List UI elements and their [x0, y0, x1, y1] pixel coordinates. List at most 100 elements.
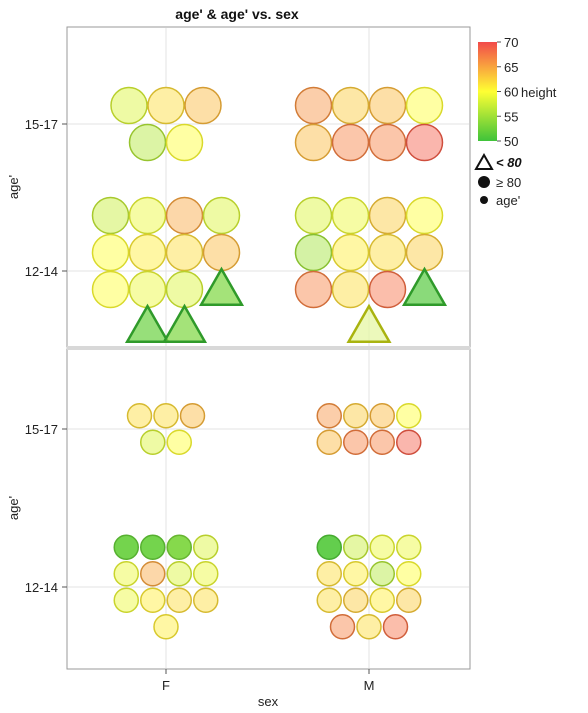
circle-point [184, 86, 222, 125]
circle-point [343, 403, 369, 429]
circle-point [396, 403, 422, 429]
circle-point [165, 196, 204, 235]
y-tick-label-top-12-14: 12-14 [25, 264, 58, 279]
circle-point [294, 233, 333, 272]
triangle-point [346, 303, 392, 344]
circle-point [316, 403, 342, 429]
y-axis-label-bottom: age' [6, 496, 21, 520]
y-tick-label-bottom-15-17: 15-17 [25, 422, 58, 437]
panel-divider [67, 346, 470, 350]
circle-point [331, 123, 370, 162]
circle-point [405, 233, 444, 272]
circle-point [316, 534, 342, 560]
circle-point [316, 587, 342, 613]
circle-point [113, 561, 139, 587]
circle-point [331, 233, 370, 272]
color-scale-bar [478, 42, 497, 141]
circle-point [331, 196, 370, 235]
circle-point [294, 196, 333, 235]
shape-legend-label-dot: age' [496, 193, 520, 208]
circle-point [166, 534, 192, 560]
y-tick-label-bottom-12-14: 12-14 [25, 580, 58, 595]
x-tick-label-M: M [364, 678, 375, 693]
circle-point [405, 86, 444, 125]
circle-point [110, 86, 148, 125]
circle-point [166, 561, 192, 587]
circle-point [343, 587, 369, 613]
circle-point [316, 561, 342, 587]
circle-point [294, 86, 333, 125]
circle-point [405, 196, 444, 235]
circle-point [369, 534, 395, 560]
circle-point [166, 587, 192, 613]
circle-point [128, 123, 167, 162]
circle-point [165, 123, 204, 162]
circle-point [91, 196, 130, 235]
circle-point [128, 270, 167, 309]
circle-point [140, 534, 166, 560]
circle-point [153, 403, 179, 429]
circle-point [165, 233, 204, 272]
circle-point [396, 587, 422, 613]
triangle-point [198, 266, 245, 307]
circle-point [91, 233, 130, 272]
color-scale-tick-label: 60 [504, 85, 518, 100]
circle-point [329, 614, 356, 640]
x-axis-label: sex [258, 694, 279, 709]
circle-point [193, 561, 219, 587]
shape-legend-label-triangle: < 80 [496, 155, 522, 170]
bottom-plot-frame [66, 348, 471, 670]
color-scale-ticks: 50 55 60 65 70 [497, 35, 518, 149]
circle-point [165, 270, 204, 309]
circle-point [396, 534, 422, 560]
circle-point [331, 86, 370, 125]
circle-point [369, 429, 395, 455]
circle-point [369, 561, 395, 587]
circle-point [113, 587, 139, 613]
circle-point [202, 233, 241, 272]
circle-point [356, 614, 382, 640]
circle-point [193, 534, 219, 560]
circle-point [113, 534, 139, 560]
circle-point [368, 196, 407, 235]
color-scale-tick-label: 50 [504, 134, 518, 149]
circle-point [126, 403, 153, 429]
circle-point [294, 123, 333, 162]
circle-point [193, 587, 219, 613]
color-scale-tick-label: 70 [504, 35, 518, 50]
circle-point [140, 429, 166, 455]
y-axis-label-top: age' [6, 175, 21, 199]
circle-point [368, 233, 407, 272]
chart-title: age' & age' vs. sex [175, 6, 299, 22]
circle-point [316, 429, 342, 455]
circle-point [396, 429, 422, 455]
circle-point [147, 86, 185, 125]
color-legend-title: height [521, 85, 557, 100]
circle-point [369, 587, 395, 613]
circle-point [128, 233, 167, 272]
circle-point [343, 534, 369, 560]
circle-legend-icon [478, 176, 490, 188]
circle-point [368, 123, 407, 162]
circle-point [91, 270, 130, 309]
y-tick-label-top-15-17: 15-17 [25, 117, 58, 132]
circle-point [369, 403, 395, 429]
circle-point [153, 614, 179, 640]
shape-legend-label-circle: ≥ 80 [496, 175, 521, 190]
circle-point [179, 403, 206, 429]
triangle-legend-icon [474, 152, 494, 170]
circle-point [140, 587, 166, 613]
color-scale-tick-label: 65 [504, 60, 518, 75]
color-scale-tick-label: 55 [504, 109, 518, 124]
bottom-panel-marks [113, 403, 422, 640]
circle-point [405, 123, 444, 162]
circle-point [343, 429, 369, 455]
circle-point [343, 561, 369, 587]
circle-point [368, 86, 407, 125]
x-tick-label-F: F [162, 678, 170, 693]
circle-point [294, 270, 333, 309]
triangle-point [161, 303, 208, 344]
circle-point [396, 561, 422, 587]
triangle-point [124, 303, 171, 344]
